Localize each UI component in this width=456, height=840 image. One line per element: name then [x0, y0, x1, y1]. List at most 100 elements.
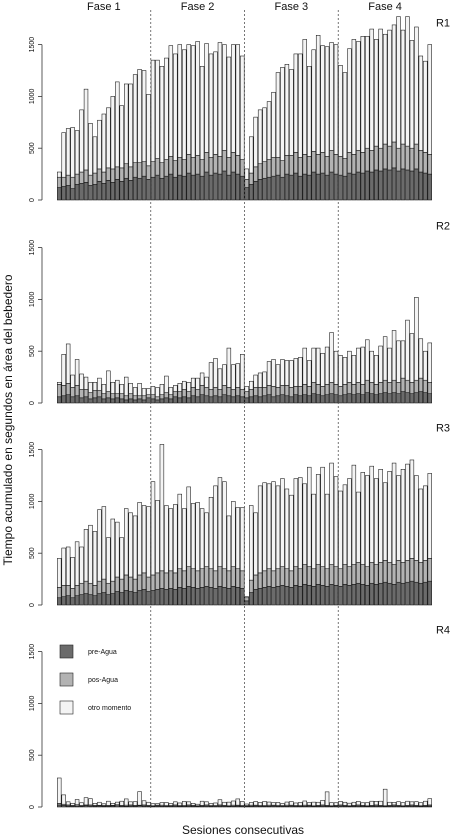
- bar-segment-otro-momento: [423, 485, 428, 561]
- bar-segment-pre-agua: [378, 170, 383, 201]
- bar-segment-pos-agua: [293, 566, 299, 586]
- bar-segment-otro-momento: [342, 484, 348, 565]
- bar-segment-pos-agua: [101, 578, 107, 593]
- bar-segment-pos-agua: [137, 395, 142, 400]
- bar-segment-pre-agua: [83, 593, 89, 606]
- bar-segment-otro-momento: [83, 529, 89, 582]
- bar-segment-pos-agua: [374, 145, 379, 171]
- bar-segment-pre-agua: [110, 182, 115, 201]
- bar-segment-pos-agua: [400, 562, 406, 584]
- bar-segment-pos-agua: [92, 172, 98, 185]
- bar-segment-pos-agua: [88, 174, 93, 186]
- bar-segment-pre-agua: [284, 586, 290, 606]
- bar-segment-otro-momento: [235, 44, 240, 156]
- bar-segment-otro-momento: [329, 462, 334, 565]
- bar-segment-otro-momento: [222, 364, 227, 386]
- bar-segment-pos-agua: [70, 588, 75, 599]
- bar-segment-otro-momento: [173, 385, 178, 392]
- y-tick-label: 1500: [29, 442, 36, 458]
- bar-segment-pos-agua: [347, 152, 352, 174]
- bar-segment-pos-agua: [396, 382, 401, 394]
- bar-segment-otro-momento: [427, 44, 432, 155]
- bar-segment-pre-agua: [190, 395, 196, 404]
- bar-segment-pre-agua: [231, 396, 236, 404]
- bar-segment-pos-agua: [217, 156, 223, 175]
- bar-segment-pos-agua: [382, 143, 388, 170]
- bar-segment-pre-agua: [137, 398, 142, 404]
- bar-segment-otro-momento: [97, 801, 102, 806]
- bar-segment-pre-agua: [83, 396, 89, 404]
- bar-segment-pos-agua: [231, 152, 236, 173]
- bar-segment-otro-momento: [204, 376, 209, 388]
- bar-segment-pre-agua: [240, 396, 245, 404]
- bar-segment-pre-agua: [208, 396, 214, 404]
- bar-segment-pre-agua: [141, 175, 147, 201]
- bar-segment-pos-agua: [70, 387, 75, 398]
- bar-segment-pos-agua: [320, 152, 325, 174]
- bar-segment-pos-agua: [231, 389, 236, 398]
- bar-segment-pre-agua: [360, 394, 365, 404]
- phase-label: Fase 3: [275, 1, 309, 13]
- bar-segment-otro-momento: [302, 347, 307, 385]
- bar-segment-pos-agua: [329, 564, 334, 585]
- bar-segment-pre-agua: [311, 586, 316, 606]
- bar-segment-otro-momento: [284, 801, 290, 806]
- bar-segment-pos-agua: [195, 570, 200, 589]
- bar-segment-otro-momento: [137, 69, 142, 163]
- bar-segment-pre-agua: [204, 586, 209, 606]
- bar-segment-pre-agua: [240, 175, 245, 201]
- bar-segment-pos-agua: [427, 154, 432, 175]
- bar-segment-pos-agua: [293, 152, 299, 174]
- bar-segment-otro-momento: [235, 798, 240, 806]
- bar-segment-pos-agua: [387, 382, 392, 394]
- bar-segment-otro-momento: [124, 83, 129, 165]
- bar-segment-otro-momento: [186, 801, 191, 806]
- bar-segment-otro-momento: [177, 802, 182, 806]
- bar-segment-otro-momento: [222, 44, 227, 151]
- bar-segment-otro-momento: [418, 338, 424, 379]
- bar-segment-pos-agua: [217, 566, 223, 587]
- bar-segment-pre-agua: [329, 584, 334, 606]
- bar-segment-pos-agua: [409, 558, 415, 582]
- bar-segment-otro-momento: [427, 473, 432, 559]
- bar-segment-otro-momento: [400, 29, 406, 145]
- bar-segment-otro-momento: [119, 800, 124, 806]
- bar-segment-otro-momento: [280, 359, 285, 386]
- bar-segment-otro-momento: [115, 521, 120, 578]
- bar-segment-pre-agua: [231, 171, 236, 201]
- bar-segment-otro-momento: [333, 476, 339, 567]
- bar-segment-otro-momento: [378, 28, 383, 149]
- bar-segment-otro-momento: [168, 508, 174, 572]
- bar-segment-otro-momento: [409, 333, 415, 383]
- bar-segment-otro-momento: [356, 801, 361, 806]
- bar-segment-otro-momento: [88, 524, 93, 584]
- bar-segment-otro-momento: [164, 802, 169, 806]
- bar-segment-otro-momento: [177, 493, 182, 570]
- bar-segment-pre-agua: [266, 394, 272, 404]
- bar-segment-otro-momento: [382, 788, 388, 807]
- bar-segment-pre-agua: [159, 177, 165, 201]
- bar-segment-otro-momento: [164, 375, 169, 393]
- bar-segment-pre-agua: [70, 396, 75, 404]
- bar-segment-pre-agua: [396, 170, 401, 201]
- legend: pre-Agua pos-Agua otro momento: [59, 644, 131, 715]
- legend-label: otro momento: [88, 705, 131, 712]
- bar-segment-otro-momento: [423, 60, 428, 153]
- bar-segment-pre-agua: [333, 394, 339, 404]
- bar-segment-otro-momento: [329, 42, 334, 151]
- bar-segment-otro-momento: [396, 475, 401, 561]
- bar-segment-pos-agua: [369, 382, 374, 394]
- bar-segment-pos-agua: [106, 167, 111, 181]
- bar-segment-otro-momento: [338, 65, 343, 157]
- bar-segment-pos-agua: [141, 395, 147, 401]
- bar-segment-otro-momento: [396, 340, 401, 383]
- bar-segment-pre-agua: [173, 176, 178, 201]
- bar-segment-pos-agua: [338, 156, 343, 176]
- bar-segment-otro-momento: [57, 558, 62, 588]
- bar-segment-pre-agua: [302, 584, 307, 606]
- panel-r2: 0 500 1000 1500 R2: [29, 221, 450, 405]
- bar-segment-pre-agua: [217, 396, 223, 404]
- bar-segment-otro-momento: [195, 803, 200, 807]
- bar-segment-pre-agua: [347, 585, 352, 606]
- bar-segment-pre-agua: [284, 173, 290, 201]
